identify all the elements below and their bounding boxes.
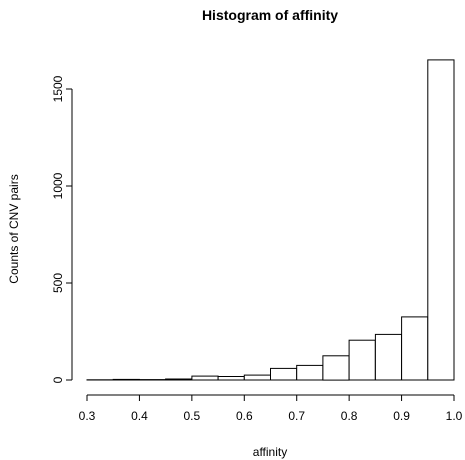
histogram-bar-5 xyxy=(217,376,245,381)
histogram-bar-11 xyxy=(374,333,403,381)
x-tick-label: 0.8 xyxy=(341,409,358,423)
y-tick-label: 0 xyxy=(51,376,65,383)
histogram-bar-9 xyxy=(322,355,350,381)
x-tick-label: 0.6 xyxy=(236,409,253,423)
x-axis-label: affinity xyxy=(253,445,287,459)
histogram-bar-3 xyxy=(165,378,193,381)
y-tick-label: 1000 xyxy=(51,172,65,199)
histogram-bar-6 xyxy=(243,374,272,381)
y-tick-label: 1500 xyxy=(51,75,65,102)
histogram-bar-4 xyxy=(191,375,219,381)
histogram-bar-13 xyxy=(427,59,455,381)
bars-group xyxy=(86,59,455,381)
histogram-bar-8 xyxy=(296,364,324,381)
chart-title: Histogram of affinity xyxy=(202,7,338,23)
x-tick-label: 0.4 xyxy=(131,409,148,423)
histogram-bar-10 xyxy=(348,339,376,381)
x-tick-label: 0.3 xyxy=(79,409,96,423)
x-tick-label: 0.7 xyxy=(288,409,305,423)
x-tick-label: 0.9 xyxy=(393,409,410,423)
y-axis: 0 500 1000 1500 xyxy=(51,75,73,383)
histogram-bar-7 xyxy=(270,367,298,381)
x-tick-label: 0.5 xyxy=(184,409,201,423)
y-tick-label: 500 xyxy=(51,273,65,293)
x-axis: 0.3 0.4 0.5 0.6 0.7 0.8 0.9 1.0 xyxy=(79,394,463,423)
histogram-bar-12 xyxy=(401,316,429,381)
y-axis-label: Counts of CNV pairs xyxy=(7,174,21,283)
histogram-bar-1 xyxy=(112,378,140,381)
x-tick-label: 1.0 xyxy=(446,409,463,423)
